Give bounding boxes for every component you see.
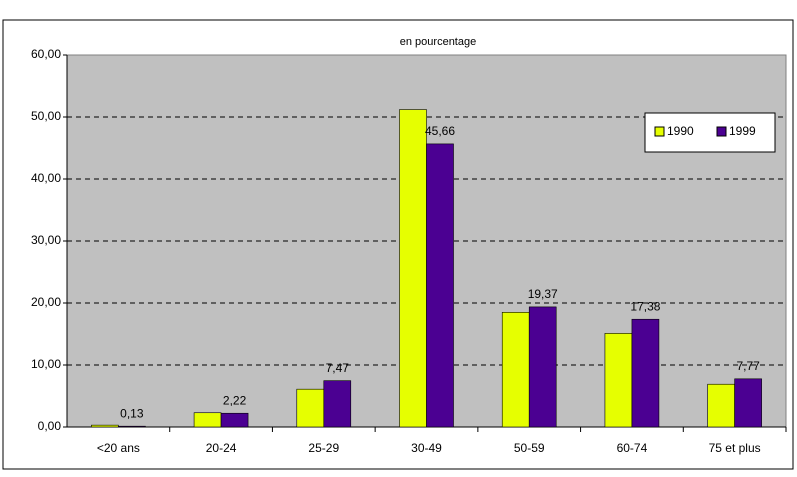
- y-tick-label: 30,00: [31, 233, 61, 247]
- bar: [296, 388, 325, 428]
- x-tick-label: 25-29: [308, 441, 339, 455]
- y-tick-label: 60,00: [31, 47, 61, 61]
- y-tick-label: 20,00: [31, 295, 61, 309]
- y-tick-label: 0,00: [38, 419, 62, 433]
- data-label: 7,47: [326, 361, 350, 375]
- x-tick-label: <20 ans: [97, 441, 140, 455]
- data-label: 7,77: [736, 359, 760, 373]
- bar: [220, 412, 249, 428]
- legend-swatch: [654, 126, 665, 137]
- legend-label: 1999: [729, 124, 756, 138]
- bar: [399, 109, 427, 428]
- bar: [734, 378, 762, 428]
- legend-box: [644, 112, 776, 153]
- legend-swatch: [716, 126, 727, 137]
- data-label: 2,22: [223, 393, 247, 407]
- y-tick-label: 50,00: [31, 109, 61, 123]
- data-label: 19,37: [528, 287, 558, 301]
- y-tick-label: 40,00: [31, 171, 61, 185]
- bar: [528, 306, 557, 428]
- legend-label: 1990: [667, 124, 694, 138]
- y-tick-label: 10,00: [31, 357, 61, 371]
- bar: [118, 425, 146, 428]
- bar: [91, 424, 119, 428]
- chart-title: en pourcentage: [400, 36, 476, 48]
- data-label: 17,38: [630, 299, 660, 313]
- bar: [604, 333, 633, 428]
- bar: [426, 143, 454, 428]
- x-tick-label: 30-49: [411, 441, 442, 455]
- x-tick-label: 60-74: [617, 441, 648, 455]
- x-tick-label: 20-24: [206, 441, 237, 455]
- bar: [501, 311, 530, 428]
- data-label: 45,66: [425, 124, 455, 138]
- bar: [193, 412, 222, 428]
- data-label: 0,13: [120, 406, 144, 420]
- bar: [323, 380, 352, 428]
- bar: [631, 318, 660, 428]
- bar: [707, 383, 735, 428]
- x-tick-label: 75 et plus: [709, 441, 761, 455]
- x-tick-label: 50-59: [514, 441, 545, 455]
